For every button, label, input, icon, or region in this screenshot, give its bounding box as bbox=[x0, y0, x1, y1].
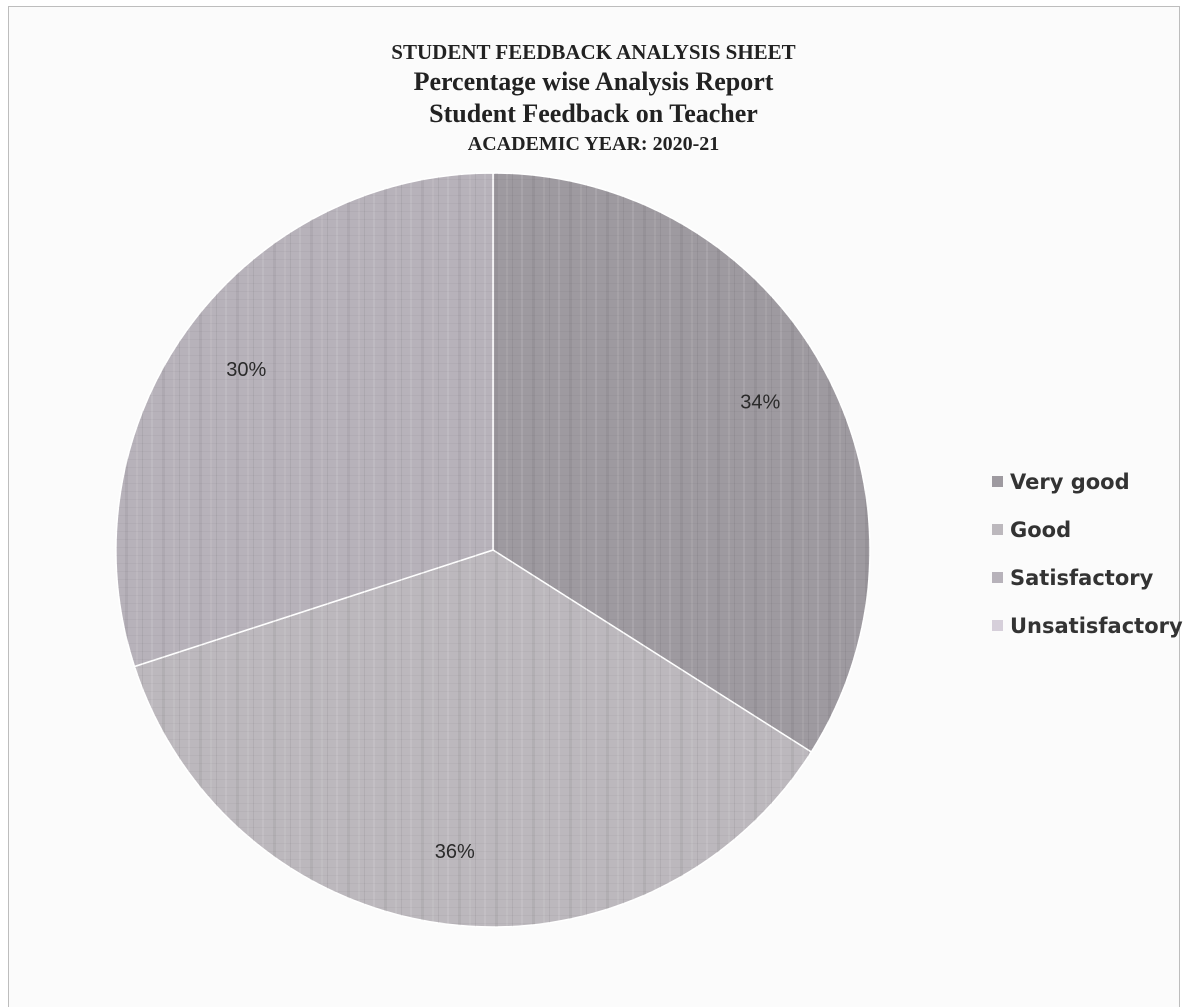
legend-swatch-unsatisfactory bbox=[992, 620, 1003, 631]
legend-item-good: Good bbox=[992, 514, 1183, 545]
title-line-4: ACADEMIC YEAR: 2020-21 bbox=[467, 133, 720, 155]
title-line-2: Percentage wise Analysis Report bbox=[413, 67, 774, 96]
legend-swatch-satisfactory bbox=[992, 572, 1003, 583]
title-line-1: STUDENT FEEDBACK ANALYSIS SHEET bbox=[391, 40, 796, 64]
legend-item-unsatisfactory: Unsatisfactory bbox=[992, 610, 1183, 641]
chart-legend: Very good Good Satisfactory Unsatisfacto… bbox=[992, 466, 1183, 658]
chart-title: STUDENT FEEDBACK ANALYSIS SHEET Percenta… bbox=[0, 38, 1187, 158]
legend-item-very-good: Very good bbox=[992, 466, 1183, 497]
legend-item-satisfactory: Satisfactory bbox=[992, 562, 1183, 593]
legend-swatch-good bbox=[992, 524, 1003, 535]
data-label-good: 36% bbox=[435, 841, 475, 863]
legend-label-very-good: Very good bbox=[1010, 469, 1130, 494]
legend-label-satisfactory: Satisfactory bbox=[1010, 565, 1154, 590]
legend-label-good: Good bbox=[1010, 517, 1072, 542]
legend-label-unsatisfactory: Unsatisfactory bbox=[1010, 613, 1183, 638]
data-label-satisfactory: 30% bbox=[226, 359, 266, 381]
legend-swatch-very-good bbox=[992, 476, 1003, 487]
data-label-very-good: 34% bbox=[740, 391, 780, 413]
pie-slices bbox=[115, 172, 871, 928]
pie-data-labels: 34% 36% 30% bbox=[226, 359, 780, 863]
title-line-3: Student Feedback on Teacher bbox=[429, 99, 758, 128]
